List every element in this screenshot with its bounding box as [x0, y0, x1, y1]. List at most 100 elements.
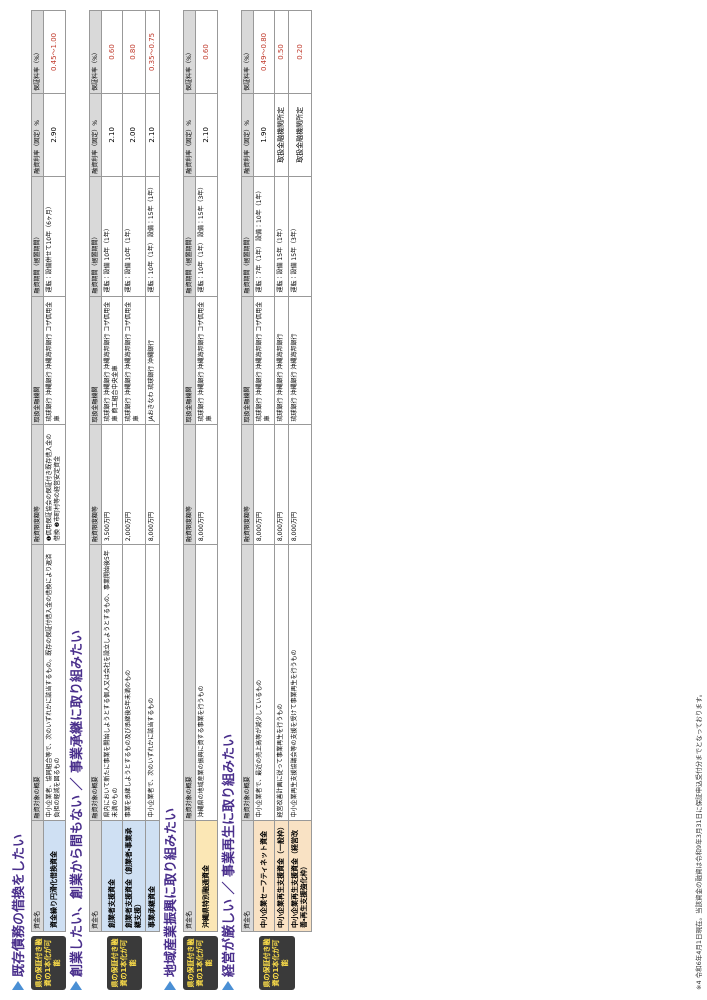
header-row: 資金名 融資対象の概要 融資限度額等 取扱金融機関 融資期間（据置期間） 融資利率（固定）…	[183, 10, 196, 932]
loan-table: 資金名 融資対象の概要 融資限度額等 取扱金融機関 融資期間（据置期間） 融資利率（固定）…	[31, 10, 66, 932]
section-title: 経営が厳しい ／ 事業再生に取り組みたい	[222, 10, 238, 990]
column-header: 資金名	[31, 820, 44, 932]
column-header: 融資対象の概要	[31, 544, 44, 821]
column-header: 融資利率（固定）%	[89, 93, 102, 177]
column-header: 取扱金融機関	[241, 296, 254, 425]
cell-term: 運転：設備 15年（3年）	[288, 176, 312, 297]
cell-target: 中小企業者、協同組合等で、次のいずれかに該当するもの。既存の保証付借入金の借換に…	[43, 544, 66, 821]
cell-guarantee: 0.80	[122, 10, 146, 94]
table-row: 創業者支援資金（創業者・事業承継支援） 事業を承継しようとするもの及び承継後5年未…	[122, 10, 146, 932]
section: 県の保証付き融資の1本化が可能 資金名 融資対象の概要 融資限度額等 取扱金融機関 融資期…	[89, 10, 160, 990]
column-header: 保証料率（%）	[183, 10, 196, 94]
badge-text: 県の保証付き融資の1本化が可能	[259, 936, 295, 990]
cell-term: 運転：設備 10年（1年）	[122, 176, 146, 297]
cell-rate: 2.10	[195, 93, 218, 177]
cell-guarantee: 0.50	[274, 10, 289, 94]
header-row: 資金名 融資対象の概要 融資限度額等 取扱金融機関 融資期間（据置期間） 融資利率（固定）…	[89, 10, 102, 932]
column-header: 融資対象の概要	[241, 544, 254, 821]
column-header: 資金名	[241, 820, 254, 932]
cell-target: 経営改善計画に従って事業再生を行うもの	[274, 544, 289, 821]
cell-term: 運転：10年（1年） 設備：15年（1年）	[145, 176, 160, 297]
cell-limit: 8,000万円	[195, 424, 218, 545]
cell-name: 創業者支援資金（創業者・事業承継支援）	[122, 820, 146, 932]
cell-limit: 8,000万円	[288, 424, 312, 545]
column-header: 融資利率（固定）%	[241, 93, 254, 177]
table-row: 中小企業セーフティネット資金 中小企業者で、最近の売上高等が減少しているもの 8,0…	[253, 10, 275, 932]
cell-banks: 琉球銀行 沖縄銀行 沖縄海邦銀行 コザ信用金庫 商工組合中央金庫	[101, 296, 123, 425]
cell-name: 中小企業再生支援資金（経営改善・再生支援強化枠）	[288, 820, 312, 932]
section-title: 既存債務の借換をしたい	[12, 10, 28, 990]
cell-guarantee: 0.49〜0.80	[253, 10, 275, 94]
badge-text: 県の保証付き融資の1本化が可能	[107, 936, 143, 990]
cell-target: 中小企業再生支援協議会等の支援を受けて事業再生を行うもの	[288, 544, 312, 821]
cell-term: 運転：設備 10年（1年）	[101, 176, 123, 297]
cell-name: 創業者支援資金	[101, 820, 123, 932]
column-header: 保証料率（%）	[31, 10, 44, 94]
badge-text: 県の保証付き融資の1本化が可能	[31, 936, 67, 990]
header-row: 資金名 融資対象の概要 融資限度額等 取扱金融機関 融資期間（据置期間） 融資利率（固定）…	[241, 10, 254, 932]
cell-banks: 琉球銀行 沖縄銀行 沖縄海邦銀行 コザ信用金庫	[122, 296, 146, 425]
cell-rate: 2.00	[122, 93, 146, 177]
column-header: 保証料率（%）	[241, 10, 254, 94]
footnote: ※4 令和6年4月1日現在。当該資金の融資は令和9年3月31日に保証申込受付分ま…	[695, 690, 703, 990]
column-header: 融資限度額等	[31, 424, 44, 545]
cell-target: 県内において新たに事業を開始しようとする個人又は会社を設立しようとするもの、事業…	[101, 544, 123, 821]
column-header: 取扱金融機関	[89, 296, 102, 425]
section: 県の保証付き融資の1本化が可能 資金名 融資対象の概要 融資限度額等 取扱金融機関 融資期…	[183, 10, 219, 990]
cell-banks: 琉球銀行 沖縄銀行 沖縄海邦銀行 コザ信用金庫	[253, 296, 275, 425]
badge: 県の保証付き融資の1本化が可能	[89, 936, 160, 990]
column-header: 融資対象の概要	[183, 544, 196, 821]
loan-table: 資金名 融資対象の概要 融資限度額等 取扱金融機関 融資期間（据置期間） 融資利率（固定）…	[183, 10, 218, 932]
section: 県の保証付き融資の1本化が可能 資金名 融資対象の概要 融資限度額等 取扱金融機関 融資期…	[241, 10, 312, 990]
column-header: 融資期間（据置期間）	[241, 176, 254, 297]
cell-rate: 2.10	[145, 93, 160, 177]
cell-guarantee: 0.60	[195, 10, 218, 94]
column-header: 融資期間（据置期間）	[183, 176, 196, 297]
cell-rate: 取扱金融機関所定	[288, 93, 312, 177]
cell-target: 沖縄県の地域産業の振興に資する事業を行うもの	[195, 544, 218, 821]
table-row: 中小企業再生支援資金（一般枠） 経営改善計画に従って事業再生を行うもの 8,000万…	[274, 10, 289, 932]
cell-limit: ❶信用保証協会の保証付き既存借入金の借換 ❷市町村等の経営安定資金	[43, 424, 66, 545]
badge-text: 県の保証付き融資の1本化が可能	[183, 936, 219, 990]
table-row: 創業者支援資金 県内において新たに事業を開始しようとする個人又は会社を設立しようと…	[101, 10, 123, 932]
cell-rate: 1.90	[253, 93, 275, 177]
cell-rate: 取扱金融機関所定	[274, 93, 289, 177]
cell-banks: 琉球銀行 沖縄銀行 沖縄海邦銀行 コザ信用金庫	[43, 296, 66, 425]
column-header: 融資対象の概要	[89, 544, 102, 821]
cell-term: 運転：10年（1年） 設備：15年（3年）	[195, 176, 218, 297]
column-header: 融資限度額等	[183, 424, 196, 545]
cell-term: 運転：設備 15年（1年）	[274, 176, 289, 297]
cell-guarantee: 0.45〜1.00	[43, 10, 66, 94]
badge: 県の保証付き融資の1本化が可能	[241, 936, 312, 990]
cell-banks: 琉球銀行 沖縄銀行 沖縄海邦銀行	[274, 296, 289, 425]
cell-limit: 3,500万円	[101, 424, 123, 545]
column-header: 融資限度額等	[241, 424, 254, 545]
cell-term: 運転：7年（1年） 設備：10年（1年）	[253, 176, 275, 297]
cell-target: 中小企業者で、最近の売上高等が減少しているもの	[253, 544, 275, 821]
cell-banks: 琉球銀行 沖縄銀行 沖縄海邦銀行 コザ信用金庫	[195, 296, 218, 425]
header-row: 資金名 融資対象の概要 融資限度額等 取扱金融機関 融資期間（据置期間） 融資利率（固定）…	[31, 10, 44, 932]
section-title: 地域産業振興に取り組みたい	[164, 10, 180, 990]
cell-guarantee: 0.60	[101, 10, 123, 94]
table-row: 中小企業再生支援資金（経営改善・再生支援強化枠） 中小企業再生支援協議会等の支援を…	[288, 10, 312, 932]
loan-table: 資金名 融資対象の概要 融資限度額等 取扱金融機関 融資期間（据置期間） 融資利率（固定）…	[89, 10, 160, 932]
column-header: 保証料率（%）	[89, 10, 102, 94]
column-header: 融資利率（固定）%	[31, 93, 44, 177]
column-header: 取扱金融機関	[31, 296, 44, 425]
column-header: 資金名	[183, 820, 196, 932]
cell-limit: 8,000万円	[253, 424, 275, 545]
section-title: 創業したい、創業から間もない ／ 事業承継に取り組みたい	[70, 10, 86, 990]
cell-name: 事業承継資金	[145, 820, 160, 932]
cell-name: 中小企業セーフティネット資金	[253, 820, 275, 932]
cell-rate: 2.10	[101, 93, 123, 177]
table-row: 資金繰り円滑化借換資金 中小企業者、協同組合等で、次のいずれかに該当するもの。既存…	[43, 10, 66, 932]
column-header: 取扱金融機関	[183, 296, 196, 425]
cell-name: 沖縄県特別融通資金	[195, 820, 218, 932]
column-header: 融資利率（固定）%	[183, 93, 196, 177]
table-row: 事業承継資金 中小企業者で、次のいずれかに該当するもの 8,000万円 JAおきなわ …	[145, 10, 160, 932]
badge: 県の保証付き融資の1本化が可能	[183, 936, 219, 990]
cell-rate: 2.90	[43, 93, 66, 177]
cell-target: 中小企業者で、次のいずれかに該当するもの	[145, 544, 160, 821]
